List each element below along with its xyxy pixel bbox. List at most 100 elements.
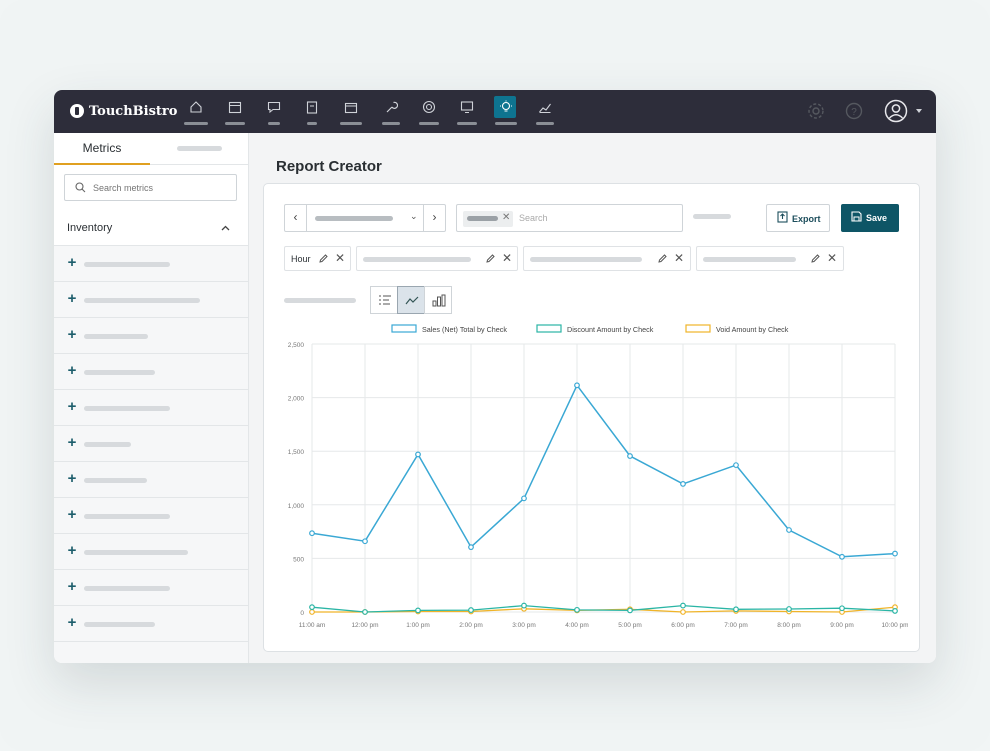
metric-list-item[interactable]: + — [54, 426, 248, 462]
nav-item-trend-chart[interactable] — [530, 98, 560, 128]
add-metric-icon[interactable]: + — [67, 362, 77, 379]
search-metrics-box[interactable] — [64, 174, 237, 201]
add-metric-icon[interactable]: + — [67, 290, 77, 307]
help-icon[interactable]: ? — [844, 101, 864, 121]
search-metrics-input[interactable] — [93, 179, 233, 197]
edit-icon[interactable] — [657, 253, 668, 264]
chevron-down-icon[interactable] — [915, 107, 923, 115]
y-tick-label: 2,500 — [288, 342, 305, 349]
metric-list-item[interactable]: + — [54, 246, 248, 282]
metric-name-placeholder — [84, 550, 188, 555]
chip-remove-icon[interactable]: ✕ — [502, 212, 511, 223]
nav-label-placeholder — [495, 122, 517, 125]
data-point[interactable] — [680, 609, 686, 615]
save-button[interactable]: Save — [841, 204, 899, 232]
metric-list-item[interactable]: + — [54, 462, 248, 498]
metric-list-item[interactable]: + — [54, 318, 248, 354]
tab-placeholder[interactable] — [177, 146, 222, 151]
data-point[interactable] — [680, 480, 686, 487]
data-point[interactable] — [574, 606, 580, 613]
gear-icon[interactable] — [806, 101, 826, 121]
data-point[interactable] — [362, 538, 368, 545]
edit-icon[interactable] — [810, 253, 821, 264]
add-metric-icon[interactable]: + — [67, 434, 77, 451]
data-point[interactable] — [574, 382, 580, 389]
data-point[interactable] — [733, 462, 739, 469]
metric-name-placeholder — [84, 262, 170, 267]
tab-metrics[interactable]: Metrics — [54, 133, 150, 165]
metric-list-item[interactable]: + — [54, 498, 248, 534]
data-point[interactable] — [786, 527, 792, 533]
nav-item-clipboard[interactable] — [297, 98, 327, 128]
export-button[interactable]: Export — [766, 204, 830, 232]
data-point[interactable] — [733, 606, 739, 613]
nav-item-target[interactable] — [414, 98, 444, 128]
data-point[interactable] — [309, 609, 315, 615]
bar-chart-view-button[interactable] — [424, 286, 452, 314]
data-point[interactable] — [362, 609, 368, 615]
data-point[interactable] — [415, 607, 421, 614]
metric-pill-void[interactable]: ✕ — [696, 246, 844, 271]
metric-list-item[interactable]: + — [54, 570, 248, 606]
x-tick-label: 10:00 pm — [881, 622, 908, 629]
chevron-up-icon[interactable] — [221, 225, 230, 231]
category-header-inventory[interactable]: Inventory — [54, 212, 248, 246]
edit-icon[interactable] — [485, 253, 496, 264]
data-point[interactable] — [521, 495, 527, 502]
data-point[interactable] — [892, 608, 898, 614]
add-metric-icon[interactable]: + — [67, 506, 77, 523]
nav-item-calendar[interactable] — [220, 98, 250, 128]
data-point[interactable] — [468, 607, 474, 613]
add-metric-icon[interactable]: + — [67, 254, 77, 271]
metric-list-item[interactable]: + — [54, 606, 248, 642]
dimension-pill-hour[interactable]: Hour ✕ — [284, 246, 351, 271]
metric-pill-discount[interactable]: ✕ — [523, 246, 691, 271]
data-point[interactable] — [680, 602, 686, 609]
chevron-down-icon[interactable]: ⌄ — [410, 211, 418, 221]
close-icon[interactable]: ✕ — [502, 251, 513, 265]
data-point[interactable] — [468, 544, 474, 551]
close-icon[interactable]: ✕ — [827, 251, 838, 265]
metric-name-placeholder — [84, 406, 170, 411]
add-metric-icon[interactable]: + — [67, 578, 77, 595]
metric-list-item[interactable]: + — [54, 354, 248, 390]
filter-chip[interactable]: ✕ — [463, 211, 513, 227]
close-icon[interactable]: ✕ — [674, 251, 685, 265]
add-metric-icon[interactable]: + — [67, 542, 77, 559]
add-metric-icon[interactable]: + — [67, 614, 77, 631]
data-point[interactable] — [786, 606, 792, 612]
add-metric-icon[interactable]: + — [67, 326, 77, 343]
touchbistro-logo[interactable]: TouchBistro — [70, 101, 177, 121]
metric-list-item[interactable]: + — [54, 282, 248, 318]
metric-list-item[interactable]: + — [54, 390, 248, 426]
add-metric-icon[interactable]: + — [67, 398, 77, 415]
nav-item-lightbulb[interactable] — [491, 96, 521, 128]
list-view-button[interactable] — [370, 286, 398, 314]
filter-search-field[interactable]: ✕ Search — [456, 204, 683, 232]
metric-name-placeholder — [84, 514, 170, 519]
report-selector[interactable]: ‹ ⌄ › — [284, 204, 446, 232]
line-chart-view-button[interactable] — [397, 286, 425, 314]
nav-item-monitor[interactable] — [452, 98, 482, 128]
close-icon[interactable]: ✕ — [335, 251, 346, 265]
metric-list-item[interactable]: + — [54, 534, 248, 570]
next-button[interactable]: › — [423, 205, 445, 231]
nav-item-home[interactable] — [181, 98, 211, 128]
data-point[interactable] — [415, 451, 421, 458]
previous-button[interactable]: ‹ — [285, 205, 307, 231]
data-point[interactable] — [521, 602, 527, 609]
nav-item-box[interactable] — [336, 98, 366, 128]
metric-pill-sales[interactable]: ✕ — [356, 246, 518, 271]
data-point[interactable] — [309, 604, 315, 611]
nav-item-wrench[interactable] — [376, 98, 406, 128]
data-point[interactable] — [627, 607, 633, 614]
nav-item-chat[interactable] — [259, 98, 289, 128]
data-point[interactable] — [309, 530, 315, 537]
add-metric-icon[interactable]: + — [67, 470, 77, 487]
edit-icon[interactable] — [318, 253, 329, 264]
data-point[interactable] — [839, 553, 845, 560]
data-point[interactable] — [627, 453, 633, 459]
data-point[interactable] — [892, 550, 898, 557]
user-avatar-icon[interactable] — [884, 99, 908, 123]
data-point[interactable] — [839, 605, 845, 612]
